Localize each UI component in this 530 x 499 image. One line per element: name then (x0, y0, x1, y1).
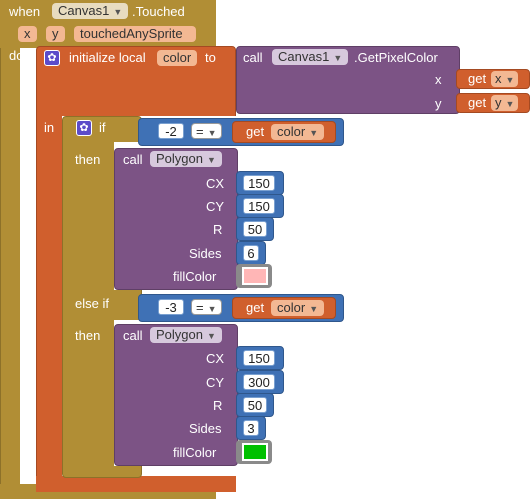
if-label: if (99, 120, 106, 135)
chevron-down-icon: ▼ (207, 128, 217, 138)
get-y-dropdown[interactable]: y ▼ (491, 95, 519, 111)
polygon-1-arg-r-label: R (213, 222, 223, 237)
then2-label: then (75, 328, 101, 343)
call-polygon-block-2[interactable] (114, 324, 238, 466)
chevron-down-icon: ▼ (206, 155, 216, 165)
polygon-1-cy-value[interactable]: 150 (243, 198, 275, 214)
polygon-2-arg-sides-label: Sides (189, 421, 222, 436)
get-y-value: y (495, 95, 502, 110)
chevron-down-icon: ▼ (309, 128, 319, 138)
compare-1-operator[interactable]: = ▼ (191, 123, 222, 139)
polygon-1-component-name: Polygon (156, 151, 203, 166)
local-var-name[interactable]: color (157, 50, 198, 66)
compare-1-op-text: = (196, 124, 204, 139)
event-name: .Touched (132, 4, 185, 19)
polygon-1-color-swatch[interactable] (242, 267, 268, 285)
polygon-2-arg-cx-label: CX (206, 351, 225, 366)
polygon-1-component-dropdown[interactable]: Polygon ▼ (150, 151, 222, 167)
call-label: call (243, 50, 263, 65)
if-gear-icon[interactable]: ✿ (76, 120, 92, 136)
then-label: then (75, 152, 101, 167)
get-color-1-var: color (277, 124, 306, 139)
param-x[interactable]: x (18, 26, 37, 42)
polygon-1-fillcolor-label: fillColor (173, 269, 217, 284)
component-name: Canvas1 (58, 3, 110, 18)
chevron-down-icon: ▼ (207, 304, 217, 314)
polygon-2-cy-value[interactable]: 300 (243, 374, 275, 390)
getpixel-component-name: Canvas1 (278, 49, 330, 64)
polygon-2-fillcolor-label: fillColor (173, 445, 217, 460)
get-x-label: get (468, 71, 487, 86)
getpixel-component-dropdown[interactable]: Canvas1 ▼ (272, 49, 349, 65)
polygon-2-call-label: call (123, 328, 143, 343)
component-dropdown[interactable]: Canvas1 ▼ (52, 3, 129, 19)
get-color-1-dropdown[interactable]: color ▼ (271, 124, 325, 140)
chevron-down-icon: ▼ (113, 7, 123, 17)
get-color-1-label: get (246, 124, 265, 139)
chevron-down-icon: ▼ (505, 99, 515, 109)
polygon-2-arg-cy-label: CY (206, 375, 225, 390)
local-bottom-bar (36, 476, 236, 492)
get-y-label: get (468, 95, 487, 110)
polygon-2-r-value[interactable]: 50 (243, 397, 267, 413)
gear-icon[interactable]: ✿ (44, 50, 60, 66)
polygon-1-arg-cy-label: CY (206, 199, 225, 214)
polygon-2-color-swatch[interactable] (242, 443, 268, 461)
else-if-label: else if (75, 296, 109, 311)
in-label: in (44, 120, 55, 135)
polygon-2-arg-r-label: R (213, 398, 223, 413)
get-x-dropdown[interactable]: x ▼ (491, 71, 519, 87)
to-label: to (205, 50, 216, 65)
polygon-1-call-label: call (123, 152, 143, 167)
polygon-1-arg-cx-label: CX (206, 176, 225, 191)
polygon-1-r-value[interactable]: 50 (243, 221, 267, 237)
polygon-1-arg-sides-label: Sides (189, 246, 222, 261)
polygon-2-component-name: Polygon (156, 327, 203, 342)
polygon-1-sides-value[interactable]: 6 (243, 245, 259, 261)
compare-2-operator[interactable]: = ▼ (191, 299, 222, 315)
when-label: when (9, 4, 41, 19)
polygon-2-cx-value[interactable]: 150 (243, 350, 275, 366)
get-color-2-dropdown[interactable]: color ▼ (271, 300, 325, 316)
arg-y-label: y (435, 96, 442, 111)
arg-x-label: x (435, 72, 442, 87)
do-label: do (9, 48, 24, 63)
compare-2-op-text: = (196, 300, 204, 315)
get-color-2-var: color (277, 300, 306, 315)
initialize-local-label: initialize local (69, 50, 146, 65)
param-y[interactable]: y (46, 26, 65, 42)
param-touched-any-sprite[interactable]: touchedAnySprite (74, 26, 196, 42)
call-polygon-block-1[interactable] (114, 148, 238, 290)
getpixel-method-name: .GetPixelColor (354, 50, 438, 65)
get-color-2-label: get (246, 300, 265, 315)
chevron-down-icon: ▼ (309, 304, 319, 314)
polygon-2-component-dropdown[interactable]: Polygon ▼ (150, 327, 222, 343)
chevron-down-icon: ▼ (333, 53, 343, 63)
compare-2-number[interactable]: -3 (158, 299, 184, 315)
chevron-down-icon: ▼ (206, 331, 216, 341)
polygon-1-cx-value[interactable]: 150 (243, 175, 275, 191)
polygon-2-sides-value[interactable]: 3 (243, 420, 259, 436)
compare-1-number[interactable]: -2 (158, 123, 184, 139)
chevron-down-icon: ▼ (505, 75, 515, 85)
get-x-value: x (495, 71, 502, 86)
